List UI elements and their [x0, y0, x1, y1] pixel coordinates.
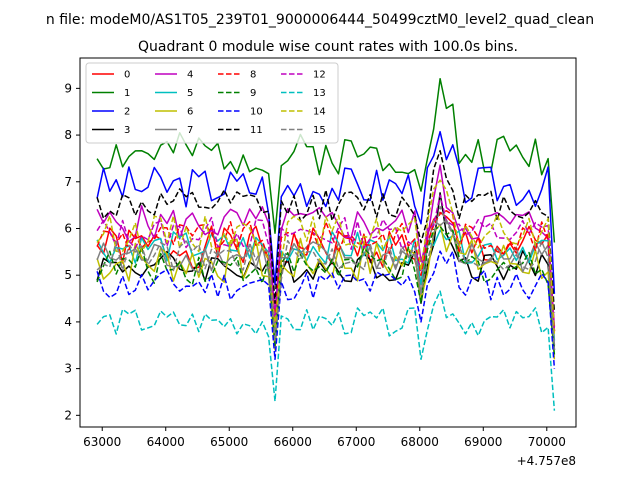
series-line-14	[96, 179, 556, 336]
y-tick-label: 9	[64, 81, 72, 95]
legend-label-4: 4	[187, 70, 193, 81]
series-line-8	[96, 210, 556, 332]
series-line-1	[96, 77, 556, 243]
legend-label-5: 5	[187, 88, 193, 99]
legend-label-6: 6	[187, 107, 193, 118]
y-tick-label: 6	[64, 221, 72, 235]
series-layer	[96, 77, 556, 411]
series-line-5	[96, 229, 556, 341]
chart-title: Quadrant 0 module wise count rates with …	[138, 39, 518, 55]
y-tick-label: 8	[64, 128, 72, 142]
legend-label-15: 15	[313, 125, 326, 136]
y-tick-label: 5	[64, 268, 72, 282]
legend-label-10: 10	[250, 107, 263, 118]
series-line-12	[96, 194, 556, 332]
x-tick-label: 66000	[274, 435, 312, 449]
y-axis: 2 3 4 5 6 7 8 9	[64, 81, 80, 422]
series-line-11	[96, 149, 556, 313]
legend-label-9: 9	[250, 88, 256, 99]
x-tick-label: 67000	[337, 435, 375, 449]
legend-label-11: 11	[250, 125, 263, 136]
x-tick-label: 68000	[401, 435, 439, 449]
x-tick-label: 64000	[147, 435, 185, 449]
y-tick-label: 2	[64, 408, 72, 422]
x-tick-label: 69000	[464, 435, 502, 449]
legend-label-14: 14	[313, 107, 326, 118]
series-line-9	[96, 225, 556, 355]
legend-label-8: 8	[250, 70, 256, 81]
plot-frame	[79, 57, 577, 428]
series-line-13	[96, 290, 556, 411]
x-offset-label: +4.757e8	[517, 454, 576, 468]
series-line-3	[96, 192, 556, 350]
x-tick-label: 65000	[210, 435, 248, 449]
x-tick-label: 63000	[83, 435, 121, 449]
y-tick-label: 4	[64, 315, 72, 329]
legend-label-13: 13	[313, 88, 326, 99]
series-line-10	[96, 250, 556, 369]
legend-box	[85, 62, 339, 144]
series-line-15	[96, 205, 556, 350]
series-line-2	[96, 130, 556, 294]
figure-suptitle: n file: modeM0/AS1T05_239T01_9000006444_…	[46, 12, 594, 28]
legend-label-7: 7	[187, 125, 193, 136]
series-line-6	[96, 223, 556, 360]
legend-label-3: 3	[124, 125, 130, 136]
legend-label-1: 1	[124, 88, 130, 99]
x-tick-label: 70000	[528, 435, 566, 449]
legend-label-12: 12	[313, 70, 326, 81]
legend-label-2: 2	[124, 107, 130, 118]
legend-label-0: 0	[124, 70, 130, 81]
series-line-7	[96, 219, 556, 346]
y-tick-label: 7	[64, 175, 72, 189]
y-tick-label: 3	[64, 362, 72, 376]
x-axis: 63000 64000 65000 66000 67000 68000 69000 70000	[83, 427, 566, 449]
